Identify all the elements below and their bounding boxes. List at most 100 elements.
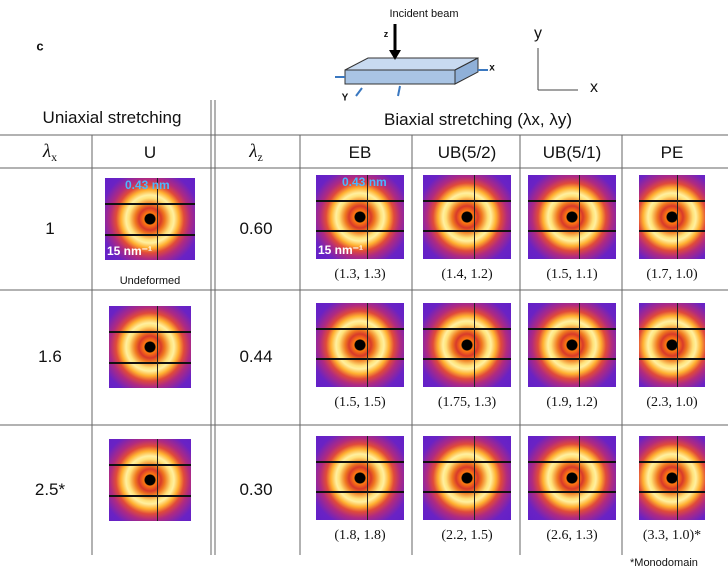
axis-label: y <box>534 25 542 43</box>
diffraction-pattern <box>528 303 616 387</box>
beam-center <box>356 474 363 481</box>
caption: (1.7, 1.0) <box>646 267 697 283</box>
beamstop-line <box>677 303 678 387</box>
beamstop-line <box>677 436 678 520</box>
header-symbol: λ <box>249 141 257 162</box>
column-header: UB(5/1) <box>543 143 602 163</box>
axis-label: z <box>384 29 389 39</box>
beam-center <box>146 476 153 483</box>
diffraction-pattern <box>109 439 191 521</box>
beamstop-line <box>528 328 616 330</box>
beamstop-line <box>109 495 191 497</box>
diffraction-pattern <box>639 303 705 387</box>
column-header: λz <box>249 141 263 165</box>
beamstop-line <box>316 491 404 493</box>
caption: (3.3, 1.0)* <box>643 528 701 544</box>
caption: (1.3, 1.3) <box>334 267 385 283</box>
lambda-x: 1.6 <box>38 347 62 367</box>
beamstop-line <box>423 358 511 360</box>
header-subscript: z <box>257 150 262 164</box>
beam-center <box>146 215 153 222</box>
beamstop-line <box>316 328 404 330</box>
column-header: UB(5/2) <box>438 143 497 163</box>
diffraction-pattern <box>423 436 511 520</box>
beam-center <box>568 213 575 220</box>
column-header: PE <box>661 143 684 163</box>
axis-label: x <box>590 79 598 97</box>
column-header: EB <box>349 143 372 163</box>
beamstop-line <box>316 358 404 360</box>
beamstop-line <box>109 464 191 466</box>
beamstop-line <box>316 461 404 463</box>
beamstop-line <box>423 491 511 493</box>
beam-label: Incident beam <box>389 8 458 20</box>
beamstop-line <box>157 439 158 521</box>
lambda-z: 0.30 <box>239 480 272 500</box>
panel-label: c <box>36 39 43 54</box>
beamstop-line <box>639 200 705 202</box>
lambda-x: 1 <box>45 219 54 239</box>
beam-center <box>356 341 363 348</box>
diffraction-pattern <box>423 175 511 259</box>
axis-label: Y <box>342 93 349 104</box>
beamstop-line <box>639 358 705 360</box>
diffraction-pattern <box>423 303 511 387</box>
diffraction-pattern <box>528 175 616 259</box>
annotation: 0.43 nm <box>342 175 387 189</box>
beamstop-line <box>423 200 511 202</box>
caption: (2.2, 1.5) <box>441 528 492 544</box>
beamstop-line <box>109 362 191 364</box>
beamstop-line <box>639 230 705 232</box>
lambda-z: 0.44 <box>239 347 272 367</box>
footnote: *Monodomain <box>630 557 698 569</box>
header-subscript: x <box>51 150 57 164</box>
caption: (2.6, 1.3) <box>546 528 597 544</box>
caption: (1.9, 1.2) <box>546 395 597 411</box>
caption: (1.5, 1.1) <box>546 267 597 283</box>
beamstop-line <box>474 175 475 259</box>
beamstop-line <box>528 491 616 493</box>
beamstop-line <box>474 436 475 520</box>
beamstop-line <box>367 436 368 520</box>
beamstop-line <box>528 358 616 360</box>
group-header: Uniaxial stretching <box>43 108 182 128</box>
diffraction-pattern: 0.43 nm 15 nm⁻¹ <box>105 178 195 260</box>
caption: (1.5, 1.5) <box>334 395 385 411</box>
caption: (2.3, 1.0) <box>646 395 697 411</box>
lambda-x: 2.5* <box>35 480 65 500</box>
beamstop-line <box>528 200 616 202</box>
annotation: 15 nm⁻¹ <box>318 243 363 257</box>
beamstop-line <box>105 234 195 236</box>
beamstop-line <box>316 230 404 232</box>
group-header: Biaxial stretching (λx, λy) <box>384 110 572 130</box>
beamstop-line <box>423 230 511 232</box>
beam-center <box>356 213 363 220</box>
caption: (1.8, 1.8) <box>334 528 385 544</box>
diffraction-pattern <box>316 303 404 387</box>
beam-center <box>568 341 575 348</box>
beamstop-line <box>639 461 705 463</box>
beamstop-line <box>316 200 404 202</box>
beam-center <box>668 341 675 348</box>
beamstop-line <box>157 306 158 388</box>
diffraction-pattern <box>639 436 705 520</box>
caption: (1.75, 1.3) <box>438 395 496 411</box>
beamstop-line <box>579 303 580 387</box>
beamstop-line <box>423 461 511 463</box>
annotation: Undeformed <box>120 275 181 287</box>
beamstop-line <box>367 303 368 387</box>
header-symbol: λ <box>43 141 51 162</box>
beamstop-line <box>677 175 678 259</box>
beam-center <box>463 474 470 481</box>
axis-label: x <box>489 63 495 74</box>
beam-center <box>668 213 675 220</box>
beamstop-line <box>579 436 580 520</box>
beam-center <box>463 213 470 220</box>
column-header: U <box>144 143 156 163</box>
beamstop-line <box>109 331 191 333</box>
annotation: 15 nm⁻¹ <box>107 244 152 258</box>
beamstop-line <box>579 175 580 259</box>
beamstop-line <box>528 230 616 232</box>
annotation: 0.43 nm <box>125 178 170 192</box>
beam-center <box>146 343 153 350</box>
